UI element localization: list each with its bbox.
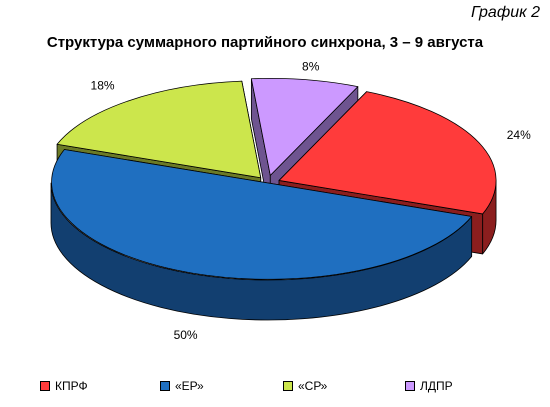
figure-label: График 2 bbox=[471, 4, 540, 21]
pie-slice-er bbox=[51, 149, 473, 280]
legend-item-ldpr: ЛДПР bbox=[405, 376, 453, 396]
pie-label-ldpr: 8% bbox=[302, 59, 320, 73]
legend-swatch-kprf bbox=[40, 381, 50, 391]
pie-tops bbox=[51, 78, 497, 280]
pie-slice-ldpr bbox=[250, 78, 359, 176]
legend-swatch-er bbox=[160, 381, 170, 391]
pie-label-sr: 18% bbox=[91, 78, 115, 92]
legend-label-sr: «СР» bbox=[298, 379, 328, 393]
chart-title: Структура суммарного партийного синхрона… bbox=[46, 34, 484, 51]
pie-rim-er-0 bbox=[50, 182, 473, 321]
legend-swatch-sr bbox=[283, 381, 293, 391]
legend-label-kprf: КПРФ bbox=[55, 379, 88, 393]
legend-swatch-ldpr bbox=[405, 381, 415, 391]
legend-item-er: «ЕР» bbox=[160, 376, 204, 396]
pie-slice-kprf bbox=[278, 91, 497, 215]
legend-label-er: «ЕР» bbox=[175, 379, 204, 393]
legend: КПРФ «ЕР» «СР» ЛДПР bbox=[0, 376, 550, 396]
pie-label-er: 50% bbox=[174, 328, 198, 342]
legend-item-sr: «СР» bbox=[283, 376, 327, 396]
legend-item-kprf: КПРФ bbox=[40, 376, 88, 396]
pie-slice-sr bbox=[56, 80, 262, 179]
pie-labels: 8% 24% 50% 18% bbox=[91, 59, 532, 342]
pie-label-kprf: 24% bbox=[507, 128, 531, 142]
legend-label-ldpr: ЛДПР bbox=[420, 379, 453, 393]
